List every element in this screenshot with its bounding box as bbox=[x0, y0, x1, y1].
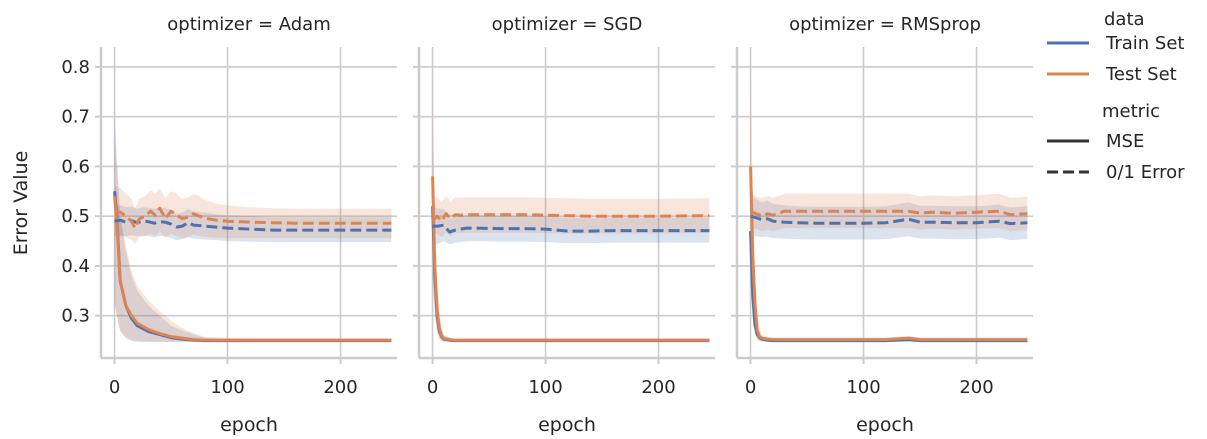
x-tick-label: 0 bbox=[745, 377, 756, 398]
x-tick-label: 200 bbox=[641, 377, 675, 398]
ci-band-train-error bbox=[114, 205, 392, 243]
panel-1: 0 100 200 optimizer = SGD epoch bbox=[413, 14, 715, 436]
series-line-train-mse bbox=[749, 231, 1028, 343]
ci-band-train-mse bbox=[114, 116, 392, 343]
series-line-test-error bbox=[114, 206, 392, 230]
ci-band-test-error bbox=[750, 193, 1028, 232]
x-tick-label: 100 bbox=[528, 377, 562, 398]
x-tick-label: 200 bbox=[323, 377, 357, 398]
x-tick-label: 100 bbox=[210, 377, 244, 398]
ci-band-train-error bbox=[750, 196, 1028, 241]
panel-2: 0 100 200 optimizer = RMSprop epoch bbox=[731, 14, 1033, 436]
series-line-test-error bbox=[749, 209, 1028, 218]
legend-label: Train Set bbox=[1105, 33, 1184, 54]
x-tick-label: 0 bbox=[427, 377, 438, 398]
x-axis-title: epoch bbox=[220, 414, 278, 436]
legend-style-title: metric bbox=[1102, 101, 1160, 122]
legend-hue-title: data bbox=[1104, 9, 1145, 30]
ci-band-train-mse bbox=[750, 156, 1028, 343]
legend-label: 0/1 Error bbox=[1106, 162, 1185, 183]
legend: data Train Set Test Set metric MSE 0/1 Error bbox=[1047, 9, 1185, 183]
panel-title: optimizer = SGD bbox=[492, 14, 643, 35]
x-axis-title: epoch bbox=[856, 414, 914, 436]
panel-title: optimizer = Adam bbox=[167, 14, 330, 35]
y-tick-label: 0.3 bbox=[61, 306, 90, 327]
x-axis-title: epoch bbox=[538, 414, 596, 436]
y-tick-label: 0.5 bbox=[61, 206, 90, 227]
series-line-test-mse bbox=[431, 176, 710, 342]
y-tick-label: 0.7 bbox=[61, 107, 90, 128]
x-tick-label: 0 bbox=[109, 377, 120, 398]
series-line-test-mse bbox=[113, 196, 392, 342]
ci-band-test-mse bbox=[114, 136, 392, 342]
x-tick-label: 200 bbox=[959, 377, 993, 398]
y-axis-title: Error Value bbox=[10, 151, 32, 256]
y-tick-label: 0.4 bbox=[61, 256, 90, 277]
legend-label: MSE bbox=[1106, 131, 1144, 152]
ci-band-train-error bbox=[432, 206, 710, 246]
series-line-test-mse bbox=[749, 166, 1028, 342]
x-tick-label: 100 bbox=[846, 377, 880, 398]
series-line-test-error bbox=[431, 212, 710, 223]
panel-0: 0.3 0.4 0.5 0.6 0.7 0.8 0 100 200 optimizer = Ada… bbox=[61, 14, 397, 436]
y-tick-label: 0.6 bbox=[61, 156, 90, 177]
y-tick-label: 0.8 bbox=[61, 57, 90, 78]
panel-title: optimizer = RMSprop bbox=[789, 14, 981, 35]
series-line-train-error bbox=[750, 214, 1028, 226]
legend-label: Test Set bbox=[1105, 64, 1177, 85]
